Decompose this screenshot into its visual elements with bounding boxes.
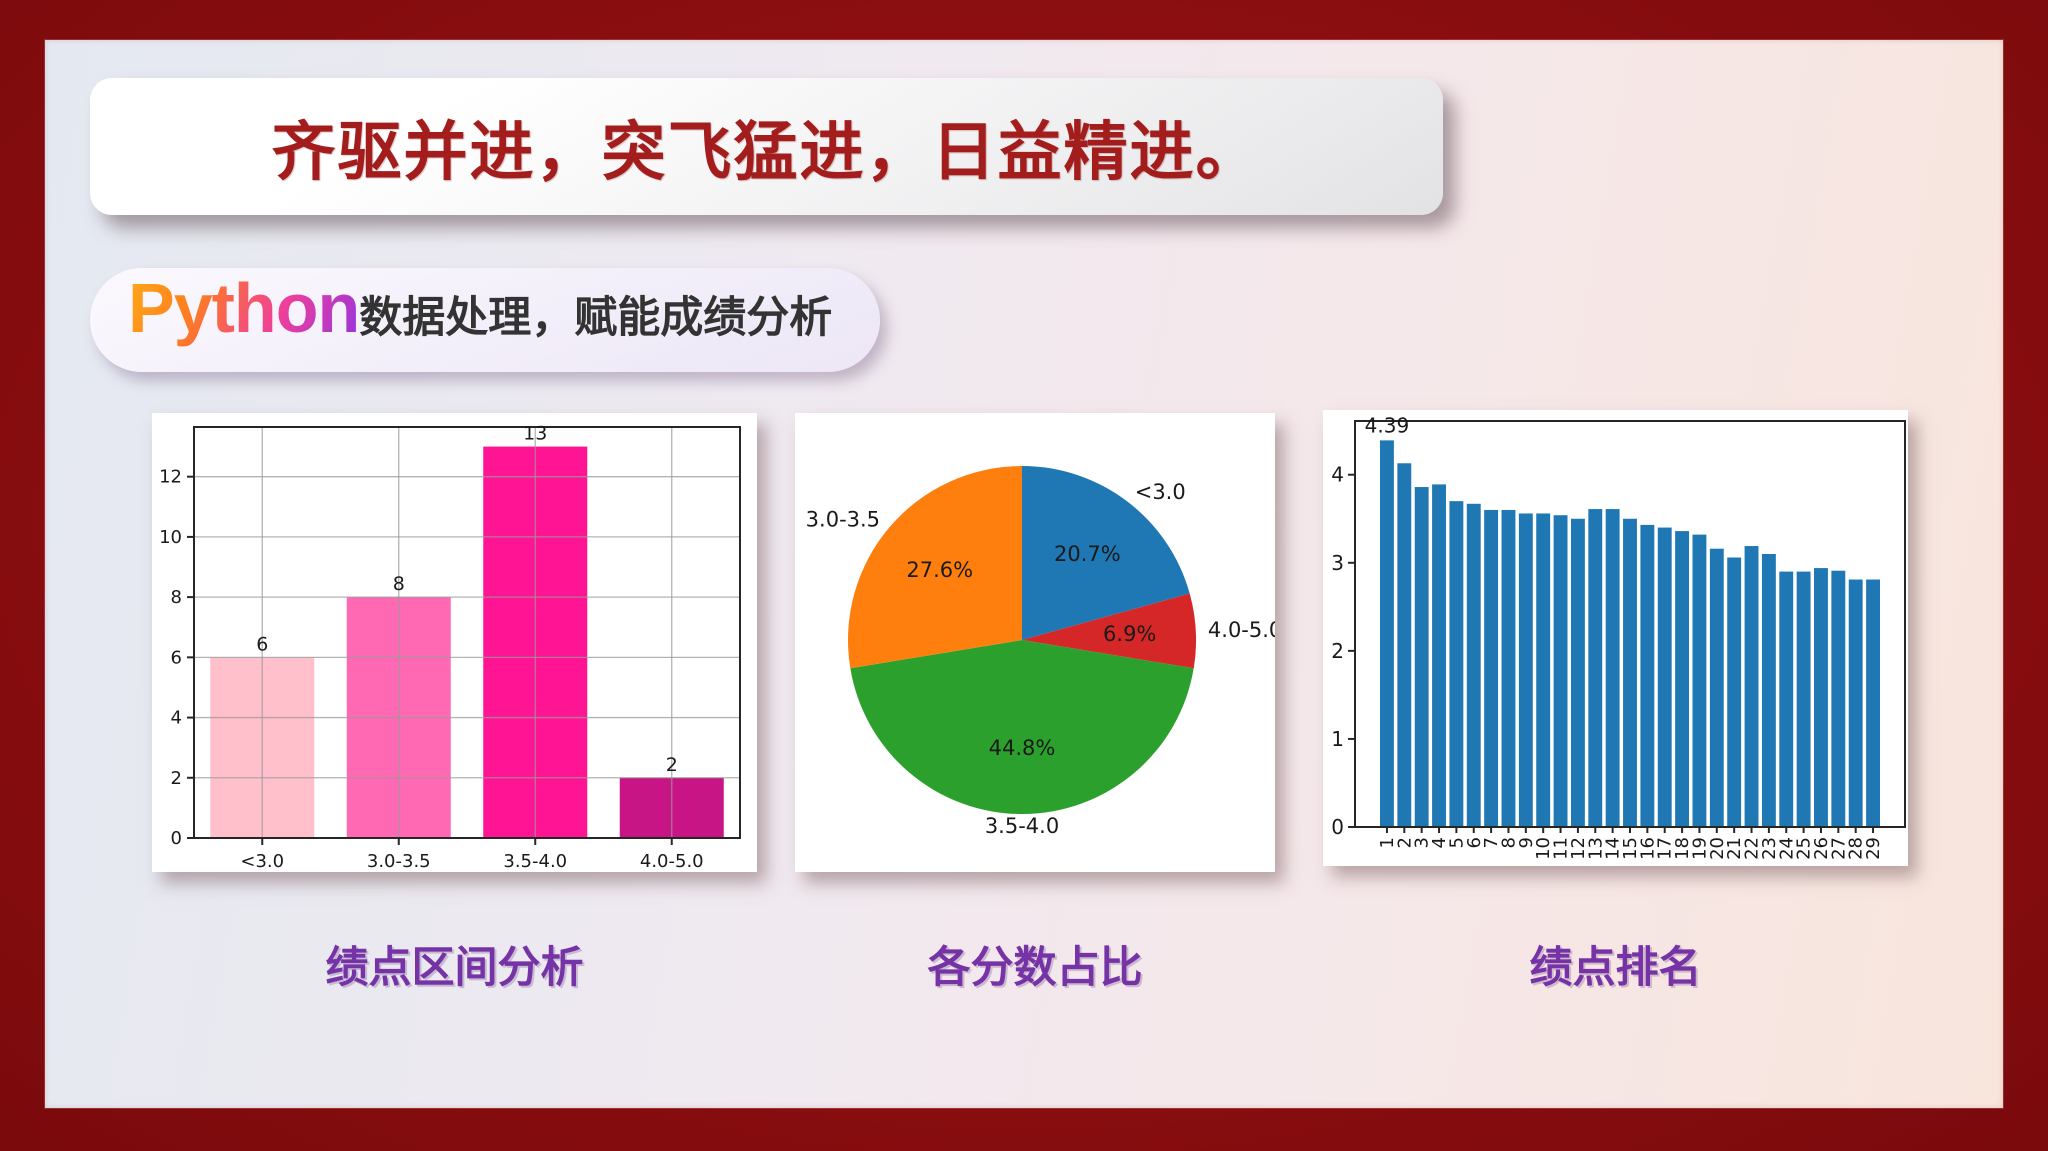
svg-text:25: 25 — [1794, 837, 1815, 860]
svg-text:16: 16 — [1637, 837, 1658, 860]
svg-text:3.0-3.5: 3.0-3.5 — [806, 508, 880, 532]
svg-text:2: 2 — [1394, 837, 1415, 848]
svg-text:14: 14 — [1603, 837, 1624, 860]
svg-text:13: 13 — [1585, 837, 1606, 860]
svg-text:8: 8 — [171, 587, 182, 608]
svg-text:<3.0: <3.0 — [240, 851, 284, 872]
svg-text:9: 9 — [1516, 837, 1537, 848]
svg-text:0: 0 — [171, 828, 182, 849]
svg-text:4: 4 — [1429, 837, 1450, 848]
svg-text:23: 23 — [1759, 837, 1780, 860]
svg-text:13: 13 — [523, 423, 547, 445]
svg-text:3.5-4.0: 3.5-4.0 — [985, 814, 1059, 838]
caption-score-share: 各分数占比 — [927, 944, 1143, 992]
caption-gpa-interval: 绩点区间分析 — [325, 944, 584, 992]
svg-text:44.8%: 44.8% — [989, 736, 1056, 760]
svg-text:6.9%: 6.9% — [1103, 622, 1156, 646]
svg-text:17: 17 — [1655, 837, 1676, 860]
svg-text:12: 12 — [159, 467, 182, 488]
svg-text:10: 10 — [159, 527, 182, 548]
score-share-pie-chart: 20.7% <3.0 6.9% 4.0-5.0 44.8% 3.5-4.0 27.6% 3.0… — [806, 466, 1275, 838]
python-wordmark: Python — [128, 269, 360, 347]
gpa-interval-chart-panel: 0 2 4 6 8 10 12 <3.0 3.0-3.5 3.5-4.0 4.0-5.0 6 8 13 2 — [152, 413, 757, 872]
svg-text:21: 21 — [1724, 837, 1745, 860]
svg-text:1: 1 — [1331, 727, 1344, 751]
svg-text:6: 6 — [256, 633, 268, 655]
svg-text:6: 6 — [171, 647, 182, 668]
svg-text:2: 2 — [1331, 639, 1344, 663]
caption-gpa-rank: 绩点排名 — [1529, 944, 1702, 992]
svg-text:4.0-5.0: 4.0-5.0 — [640, 851, 704, 872]
svg-text:3: 3 — [1331, 551, 1344, 575]
svg-text:4.39: 4.39 — [1365, 413, 1410, 437]
svg-text:1: 1 — [1377, 837, 1398, 848]
svg-text:7: 7 — [1481, 837, 1502, 848]
svg-text:4: 4 — [171, 708, 182, 729]
gpa-interval-bar-chart: 0 2 4 6 8 10 12 <3.0 3.0-3.5 3.5-4.0 4.0-5.0 6 8 13 2 — [159, 423, 741, 872]
svg-text:15: 15 — [1620, 837, 1641, 860]
python-badge: Python 数据处理，赋能成绩分析 — [90, 268, 881, 372]
svg-text:18: 18 — [1672, 837, 1693, 860]
svg-text:10: 10 — [1533, 837, 1554, 860]
svg-text:20.7%: 20.7% — [1054, 542, 1121, 566]
svg-text:28: 28 — [1846, 837, 1867, 860]
slide-title: 齐驱并进，突飞猛进，日益精进。 — [271, 115, 1262, 188]
svg-text:19: 19 — [1689, 837, 1710, 860]
svg-text:3: 3 — [1412, 837, 1433, 848]
svg-text:29: 29 — [1863, 837, 1884, 860]
svg-text:5: 5 — [1446, 837, 1467, 848]
svg-text:8: 8 — [1498, 837, 1519, 848]
score-share-chart-panel: 20.7% <3.0 6.9% 4.0-5.0 44.8% 3.5-4.0 27.6% 3.0… — [795, 413, 1275, 872]
svg-text:4.0-5.0: 4.0-5.0 — [1208, 618, 1275, 642]
svg-text:26: 26 — [1811, 837, 1832, 860]
svg-text:27.6%: 27.6% — [906, 558, 973, 582]
badge-caption: 数据处理，赋能成绩分析 — [359, 294, 833, 342]
svg-text:3.0-3.5: 3.0-3.5 — [367, 851, 431, 872]
svg-text:24: 24 — [1776, 837, 1797, 860]
svg-text:8: 8 — [393, 573, 405, 595]
title-banner: 齐驱并进，突飞猛进，日益精进。 — [90, 78, 1443, 215]
svg-text:11: 11 — [1551, 837, 1572, 860]
svg-text:6: 6 — [1464, 837, 1485, 848]
gpa-rank-bar-chart: 0123412345678910111213141516171819202122… — [1331, 413, 1906, 860]
svg-text:2: 2 — [171, 768, 182, 789]
gpa-rank-chart-panel: 0 1 2 3 4 1 2 3 4 5 6 7 8 9 10 11 12 13 14 15 16 17 18 19 20 21 22… — [1323, 410, 1908, 866]
svg-text:22: 22 — [1742, 837, 1763, 860]
svg-text:20: 20 — [1707, 837, 1728, 860]
svg-text:2: 2 — [666, 754, 678, 776]
svg-text:<3.0: <3.0 — [1135, 480, 1186, 504]
svg-text:12: 12 — [1568, 837, 1589, 860]
svg-text:0: 0 — [1331, 815, 1344, 839]
svg-text:27: 27 — [1828, 837, 1849, 860]
svg-text:3.5-4.0: 3.5-4.0 — [503, 851, 567, 872]
svg-text:4: 4 — [1331, 463, 1344, 487]
